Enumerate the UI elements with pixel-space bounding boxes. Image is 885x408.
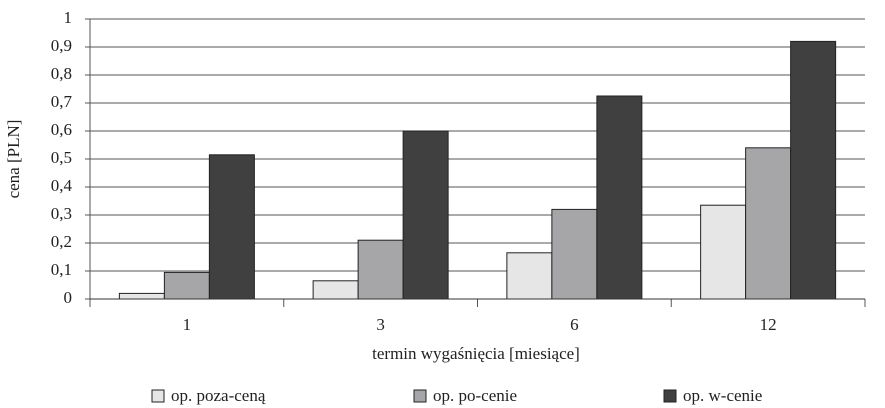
- y-tick-label: 0,8: [51, 64, 72, 83]
- legend-swatch: [663, 389, 677, 403]
- bar: [402, 130, 449, 300]
- bar: [700, 204, 747, 300]
- x-tick-label: 12: [760, 315, 777, 334]
- y-tick-label: 0,2: [51, 232, 72, 251]
- y-tick-label: 0: [64, 288, 73, 307]
- bar: [118, 292, 165, 300]
- y-tick-label: 0,5: [51, 148, 72, 167]
- bar: [163, 271, 210, 300]
- legend-swatch: [151, 389, 165, 403]
- x-tick-label: 1: [183, 315, 192, 334]
- bar: [312, 280, 359, 300]
- bar: [551, 208, 598, 300]
- bar: [596, 95, 643, 300]
- x-axis-label: termin wygaśnięcia [miesiące]: [372, 344, 580, 363]
- x-tick-label: 3: [376, 315, 385, 334]
- y-tick-label: 0,1: [51, 260, 72, 279]
- bar: [745, 147, 792, 300]
- legend-swatch: [413, 389, 427, 403]
- y-axis-label: cena [PLN]: [4, 120, 23, 199]
- legend-label: op. po-cenie: [433, 386, 517, 405]
- legend-label: op. poza-ceną: [171, 386, 266, 405]
- bar: [208, 154, 255, 300]
- y-tick-label: 0,4: [51, 176, 73, 195]
- bar: [790, 40, 837, 300]
- legend-label: op. w-cenie: [683, 386, 762, 405]
- y-tick-label: 1: [64, 8, 73, 27]
- y-tick-label: 0,9: [51, 36, 72, 55]
- y-tick-label: 0,6: [51, 120, 72, 139]
- bar: [506, 252, 553, 300]
- y-tick-label: 0,3: [51, 204, 72, 223]
- x-tick-label: 6: [570, 315, 579, 334]
- y-tick-label: 0,7: [51, 92, 73, 111]
- bar: [357, 239, 404, 300]
